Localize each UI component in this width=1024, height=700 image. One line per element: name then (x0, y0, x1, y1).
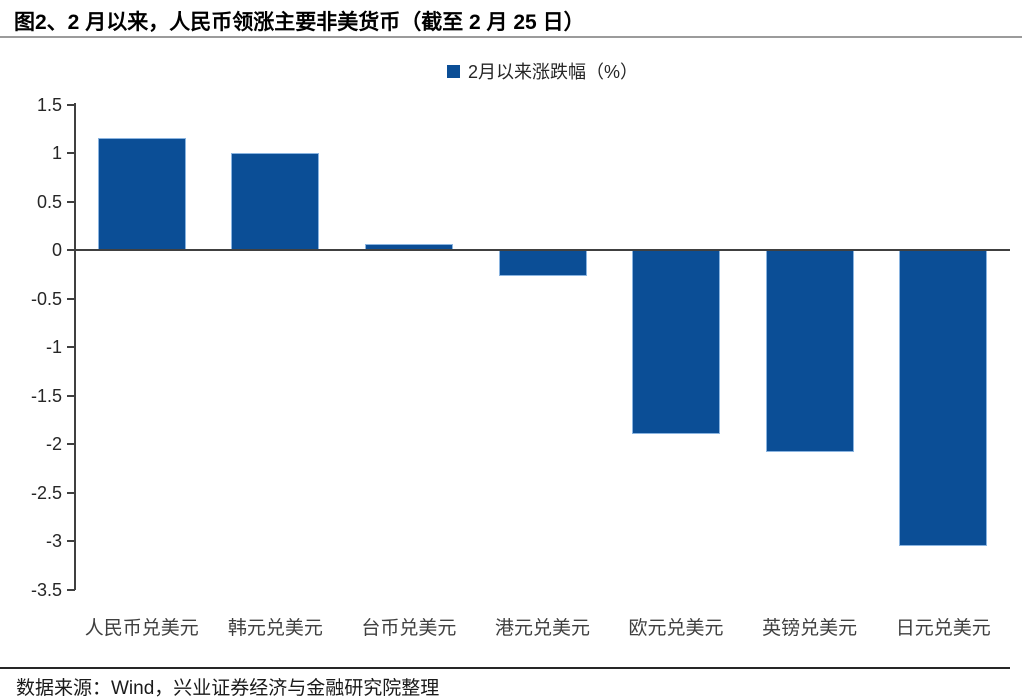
bar-英镑兑美元 (765, 250, 854, 452)
y-axis-tick-mark (67, 491, 75, 494)
x-category-label: 日元兑美元 (895, 618, 991, 639)
y-axis-tick-mark (67, 588, 75, 591)
y-axis-tick-mark (67, 249, 75, 251)
y-axis-tick-mark (67, 443, 75, 445)
y-axis-tick-label: 1.5 (36, 94, 62, 115)
bar-港元兑美元 (498, 250, 587, 277)
bar-日元兑美元 (899, 250, 988, 546)
y-axis-tick-label: -2.5 (30, 482, 62, 503)
x-category-label: 台币兑美元 (361, 618, 457, 639)
bar-欧元兑美元 (632, 250, 721, 435)
y-axis-tick-mark (67, 297, 75, 300)
x-category-label: 韩元兑美元 (227, 618, 323, 639)
x-category-label: 欧元兑美元 (628, 618, 724, 639)
x-axis-zero-line (74, 249, 1010, 251)
y-axis-tick-label: -1.5 (30, 385, 62, 406)
y-axis-tick-mark (67, 394, 75, 397)
y-axis-tick-label: -3 (45, 531, 62, 551)
legend-series-swatch-icon (446, 64, 460, 78)
y-axis-tick-mark (67, 103, 75, 106)
y-axis-tick-label: 0.5 (36, 191, 62, 212)
y-axis-tick-label: -3.5 (30, 579, 62, 600)
legend-series-label: 2月以来涨跌幅（%） (467, 62, 638, 82)
x-category-label: 英镑兑美元 (762, 618, 858, 639)
y-axis-tick-mark (67, 540, 75, 542)
chart-title: 图2、2 月以来，人民币领涨主要非美货币（截至 2 月 25 日） (14, 11, 585, 34)
y-axis-tick-label: -2 (45, 434, 62, 454)
title-divider-line (0, 36, 1022, 38)
bar-人民币兑美元 (97, 138, 186, 250)
y-axis-tick-mark (67, 152, 75, 154)
footer-divider-line (0, 667, 1010, 669)
y-axis-tick-mark (67, 200, 75, 203)
y-axis-line (74, 102, 76, 590)
data-source-note: 数据来源：Wind，兴业证券经济与金融研究院整理 (16, 678, 440, 699)
y-axis-tick-label: 0 (51, 240, 62, 260)
y-axis-tick-label: -0.5 (30, 288, 62, 309)
x-category-label: 港元兑美元 (494, 618, 590, 639)
y-axis-tick-label: -1 (45, 337, 62, 357)
x-category-label: 人民币兑美元 (84, 618, 199, 639)
y-axis-tick-label: 1 (51, 143, 62, 163)
bar-韩元兑美元 (231, 153, 320, 250)
chart-legend: 2月以来涨跌幅（%） (75, 60, 1010, 82)
y-axis-tick-mark (67, 346, 75, 348)
